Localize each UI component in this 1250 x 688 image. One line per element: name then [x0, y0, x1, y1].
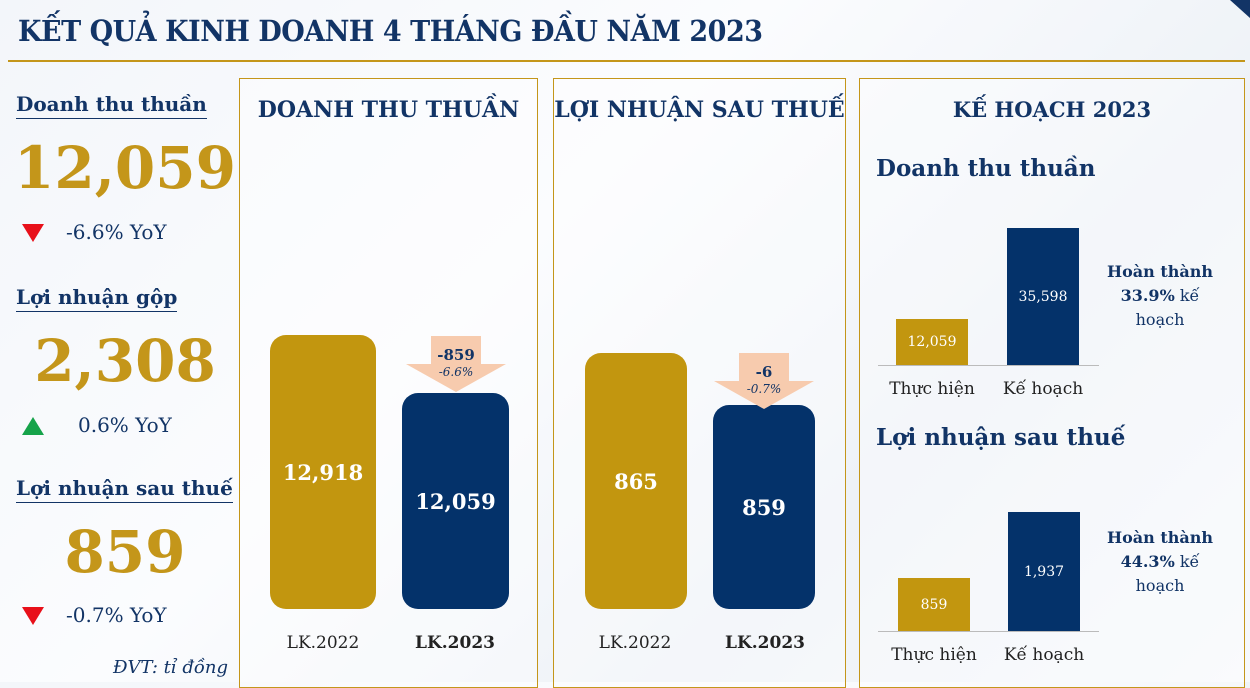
- completion-suffix-2: hoạch: [1135, 576, 1185, 595]
- completion-text: Hoàn thành 44.3% kế hoạch: [1100, 526, 1220, 598]
- change-value: -859: [431, 336, 481, 364]
- bar-plan: 35,598: [1007, 228, 1079, 365]
- bar-2022: 865: [585, 353, 687, 609]
- page-title: KẾT QUẢ KINH DOANH 4 THÁNG ĐẦU NĂM 2023: [18, 14, 763, 48]
- completion-text: Hoàn thành 33.9% kế hoạch: [1100, 260, 1220, 332]
- x-label-2022: LK.2022: [286, 633, 360, 653]
- completion-label: Hoàn thành: [1106, 528, 1213, 547]
- completion-suffix-2: hoạch: [1135, 310, 1185, 329]
- summary-label-net-profit: Lợi nhuận sau thuế: [16, 476, 233, 503]
- unit-note: ĐVT: tỉ đồng: [113, 657, 229, 678]
- panel-title: LỢI NHUẬN SAU THUẾ: [554, 97, 845, 123]
- bar-actual: 859: [898, 578, 970, 631]
- x-label-actual: Thực hiện: [891, 645, 977, 665]
- completion-pct: 33.9%: [1120, 286, 1175, 305]
- x-label-plan: Kế hoạch: [1002, 379, 1084, 399]
- bar-2023: 859: [713, 405, 815, 609]
- summary-value-gross-profit: 2,308: [34, 327, 216, 395]
- plan-revenue-title: Doanh thu thuần: [876, 155, 1096, 182]
- summary-yoy-gross-profit: 0.6% YoY: [78, 413, 172, 437]
- completion-suffix: kế: [1174, 286, 1200, 305]
- down-triangle-icon: [22, 607, 44, 625]
- x-label-2022: LK.2022: [598, 633, 672, 653]
- summary-label-revenue: Doanh thu thuần: [16, 92, 207, 119]
- title-divider: [8, 60, 1245, 62]
- plan-panel: KẾ HOẠCH 2023 Doanh thu thuần 12,059 35,…: [859, 78, 1245, 688]
- x-label-plan: Kế hoạch: [1003, 645, 1085, 665]
- down-triangle-icon: [22, 224, 44, 242]
- change-pct: -0.7%: [746, 382, 782, 396]
- summary-yoy-net-profit: -0.7% YoY: [66, 603, 167, 627]
- panel-title: DOANH THU THUẦN: [257, 97, 520, 123]
- summary-value-revenue: 12,059: [14, 134, 236, 202]
- summary-yoy-revenue: -6.6% YoY: [66, 220, 167, 244]
- panel-title: KẾ HOẠCH 2023: [952, 97, 1152, 122]
- bar-2022: 12,918: [270, 335, 376, 609]
- change-arrow: -6 -0.7%: [714, 353, 814, 409]
- bar-plan: 1,937: [1008, 512, 1080, 631]
- revenue-panel: DOANH THU THUẦN 12,918 12,059 -859 -6.6%…: [239, 78, 538, 688]
- change-arrow: -859 -6.6%: [406, 336, 506, 392]
- change-value: -6: [739, 353, 789, 381]
- net-profit-panel: LỢI NHUẬN SAU THUẾ 865 859 -6 -0.7% LK.2…: [553, 78, 846, 688]
- x-label-2023: LK.2023: [725, 633, 805, 653]
- completion-suffix: kế: [1174, 552, 1200, 571]
- bar-actual: 12,059: [896, 319, 968, 365]
- bar-2023: 12,059: [402, 393, 509, 609]
- baseline: [878, 365, 1099, 366]
- corner-decoration: [1230, 0, 1250, 18]
- baseline: [878, 631, 1099, 632]
- summary-value-net-profit: 859: [64, 518, 186, 586]
- summary-label-gross-profit: Lợi nhuận gộp: [16, 285, 178, 312]
- x-label-2023: LK.2023: [415, 633, 495, 653]
- completion-pct: 44.3%: [1120, 552, 1175, 571]
- change-pct: -6.6%: [438, 365, 474, 379]
- up-triangle-icon: [22, 417, 44, 435]
- completion-label: Hoàn thành: [1106, 262, 1213, 281]
- plan-net-profit-title: Lợi nhuận sau thuế: [876, 424, 1126, 451]
- x-label-actual: Thực hiện: [889, 379, 975, 399]
